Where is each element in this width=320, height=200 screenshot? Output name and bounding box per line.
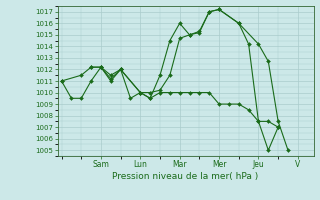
X-axis label: Pression niveau de la mer( hPa ): Pression niveau de la mer( hPa ) [112, 172, 259, 181]
